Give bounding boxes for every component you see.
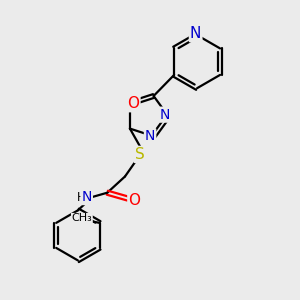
- Text: H: H: [77, 190, 86, 204]
- Text: S: S: [135, 147, 145, 162]
- Text: N: N: [190, 26, 201, 41]
- Text: O: O: [128, 193, 140, 208]
- Text: CH₃: CH₃: [71, 214, 92, 224]
- Text: O: O: [128, 96, 140, 111]
- Text: N: N: [160, 108, 170, 122]
- Text: N: N: [145, 129, 155, 143]
- Text: N: N: [82, 190, 92, 204]
